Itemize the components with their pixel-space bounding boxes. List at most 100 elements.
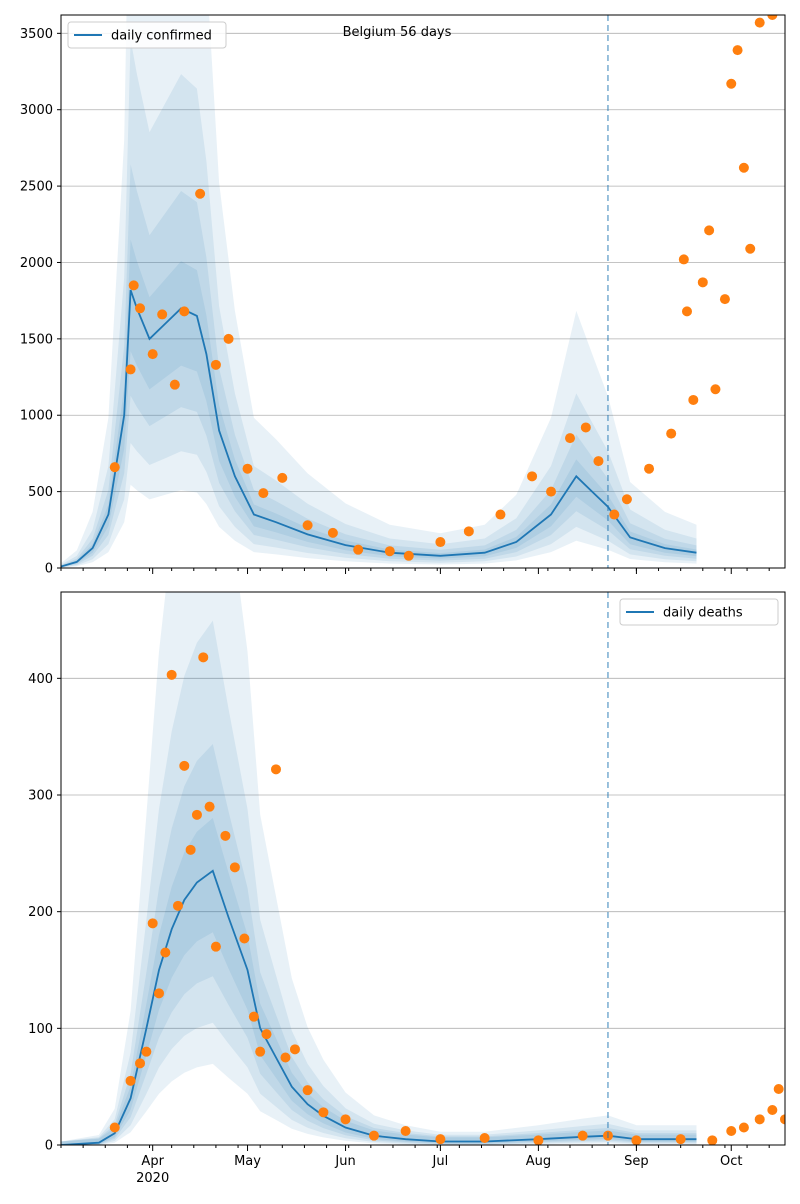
observed-point: [710, 384, 721, 395]
y-tick-label: 200: [28, 905, 53, 920]
observed-point: [318, 1107, 329, 1118]
observed-point: [479, 1133, 490, 1143]
x-tick-label: Aug: [526, 1154, 551, 1169]
observed-point: [678, 254, 689, 265]
observed-point: [631, 1135, 642, 1145]
observed-point: [780, 1114, 785, 1125]
observed-point: [198, 652, 209, 663]
observed-point: [258, 488, 269, 499]
observed-point: [157, 309, 168, 320]
observed-point: [495, 509, 506, 520]
observed-point: [172, 900, 183, 911]
observed-point: [289, 1044, 300, 1055]
observed-point: [621, 494, 632, 505]
y-tick-label: 100: [28, 1022, 53, 1037]
y-tick-label: 300: [28, 789, 53, 804]
observed-point: [732, 45, 743, 56]
observed-point: [681, 306, 692, 317]
observed-point: [261, 1029, 272, 1040]
x-year-label: 2020: [136, 1171, 169, 1186]
uncertainty-band: [61, 239, 697, 567]
observed-point: [400, 1126, 411, 1136]
observed-point: [738, 162, 749, 173]
observed-point: [384, 546, 395, 557]
x-tick-label: May: [234, 1154, 261, 1169]
deaths-panel: 0 100 200 300 400 Apr May Jun Jul Aug Sep Oct 2020 da…: [28, 591, 786, 1186]
observed-point: [435, 537, 446, 548]
observed-point: [773, 1084, 784, 1094]
observed-point: [169, 379, 180, 390]
observed-point: [255, 1046, 266, 1057]
plot-area: [61, 15, 778, 568]
confirmed-panel: 0 500 1000 1500 2000 2500 3000 3500 daily confir…: [20, 14, 786, 577]
median-line: [61, 869, 697, 1145]
observed-point: [160, 947, 171, 958]
y-tick-label: 400: [28, 672, 53, 687]
x-tick-label: Oct: [720, 1154, 742, 1169]
observed-point: [166, 669, 177, 680]
observed-point: [754, 1114, 765, 1125]
observed-point: [565, 433, 576, 444]
observed-point: [141, 1046, 152, 1057]
uncertainty-band: [61, 744, 697, 1145]
uncertainty-band: [61, 592, 697, 1145]
legend-box: [619, 598, 779, 626]
legend-box: [67, 21, 227, 49]
median-line: [61, 289, 697, 568]
observed-point: [403, 550, 414, 561]
uncertainty-band: [61, 620, 697, 1145]
y-tick-label: 0: [45, 562, 53, 577]
observed-point: [353, 544, 364, 555]
observed-point: [147, 349, 158, 360]
observed-point: [368, 1130, 379, 1141]
legend-label: daily deaths: [663, 606, 743, 621]
observed-point: [435, 1134, 446, 1145]
uncertainty-band: [61, 164, 697, 568]
observed-point: [745, 243, 756, 254]
observed-point: [125, 364, 136, 375]
observed-point: [719, 294, 730, 305]
observed-point: [280, 1052, 291, 1063]
observed-point: [154, 988, 165, 999]
legend-label: daily confirmed: [111, 29, 212, 44]
y-tick-label: 500: [28, 485, 53, 500]
observed-point: [135, 1058, 146, 1069]
y-tick-label: 1500: [20, 332, 53, 347]
observed-point: [546, 486, 557, 497]
observed-point: [185, 844, 196, 855]
observed-point: [675, 1134, 686, 1145]
y-tick-label: 1000: [20, 409, 53, 424]
observed-point: [704, 225, 715, 236]
uncertainty-band: [61, 15, 697, 568]
observed-point: [707, 1135, 718, 1145]
observed-point: [754, 17, 765, 28]
observed-point: [577, 1130, 588, 1141]
x-tick-label: Apr: [141, 1154, 164, 1169]
observed-point: [726, 78, 737, 89]
observed-point: [302, 1085, 313, 1096]
axes-frame: [60, 14, 786, 569]
observed-point: [125, 1075, 136, 1086]
observed-point: [210, 941, 221, 952]
observed-point: [697, 277, 708, 288]
observed-point: [767, 1105, 778, 1115]
observed-point: [527, 471, 538, 482]
observed-point: [128, 280, 139, 291]
observed-point: [195, 188, 206, 199]
observed-point: [229, 862, 240, 873]
observed-point: [242, 463, 253, 474]
y-tick-label: 3500: [20, 27, 53, 42]
x-tick-label: Sep: [624, 1154, 649, 1169]
legend: daily deaths: [619, 598, 779, 626]
chart-title: Belgium 56 days: [343, 25, 452, 40]
observed-point: [580, 422, 591, 433]
observed-point: [463, 526, 474, 537]
observed-point: [109, 462, 120, 473]
observed-point: [220, 830, 231, 841]
observed-point: [270, 764, 281, 775]
observed-point: [327, 527, 338, 538]
observed-point: [109, 1122, 120, 1133]
observed-point: [767, 15, 778, 20]
observed-point: [302, 520, 313, 531]
